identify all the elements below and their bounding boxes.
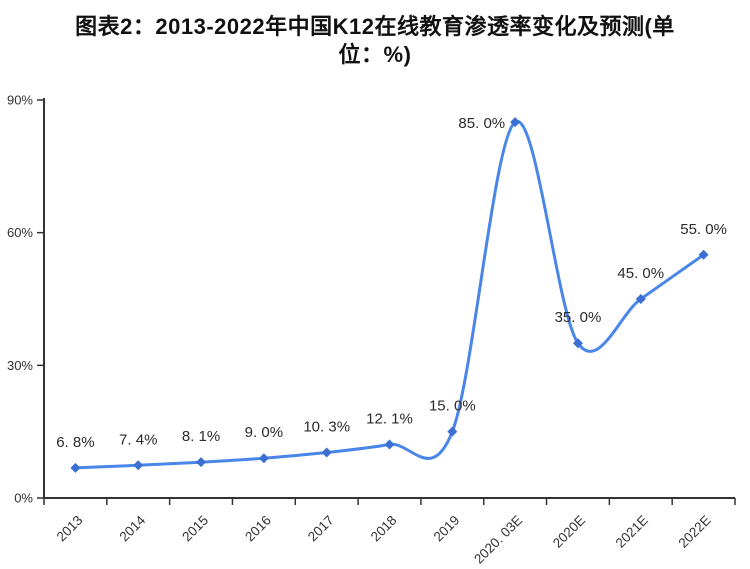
x-axis-label: 2016 (242, 513, 274, 545)
data-label: 10. 3% (303, 418, 350, 435)
data-point (572, 338, 583, 349)
data-label: 55. 0% (680, 221, 727, 238)
x-axis-label: 2013 (54, 513, 86, 545)
data-point (196, 457, 207, 468)
data-label: 7. 4% (119, 431, 157, 448)
x-axis-label: 2019 (431, 513, 463, 545)
data-label: 9. 0% (245, 424, 283, 441)
x-axis-label: 2021E (613, 513, 651, 551)
data-point (133, 460, 144, 471)
data-label: 85. 0% (458, 115, 505, 132)
data-point (698, 249, 709, 260)
data-point (510, 117, 521, 128)
y-axis-label: 30% (7, 358, 33, 373)
x-axis-label: 2014 (116, 512, 148, 544)
x-axis-label: 2018 (368, 513, 400, 545)
y-axis-label: 90% (7, 93, 33, 108)
y-axis-label: 60% (7, 225, 33, 240)
data-label: 12. 1% (366, 410, 413, 427)
data-point (258, 453, 269, 464)
chart-title: 图表2：2013-2022年中国K12在线教育渗透率变化及预测(单 位：%) (0, 13, 750, 69)
data-label: 35. 0% (555, 309, 602, 326)
data-label: 8. 1% (182, 428, 220, 445)
chart-title-line1: 图表2：2013-2022年中国K12在线教育渗透率变化及预测(单 (75, 14, 675, 39)
x-axis-label: 2022E (675, 513, 713, 551)
data-label: 6. 8% (56, 434, 94, 451)
data-label: 15. 0% (429, 398, 476, 415)
data-point (384, 439, 395, 450)
chart-title-line2: 位：%) (338, 42, 412, 67)
x-axis-label: 2017 (305, 513, 337, 545)
y-axis-label: 0% (14, 491, 33, 506)
data-point (70, 462, 81, 473)
data-point (635, 294, 646, 304)
x-axis-label: 2015 (179, 513, 211, 545)
data-point (447, 426, 458, 437)
x-axis-label: 2020. 03E (471, 513, 525, 567)
x-axis-label: 2020E (550, 513, 588, 551)
data-label: 45. 0% (617, 265, 664, 282)
data-point (321, 447, 332, 458)
